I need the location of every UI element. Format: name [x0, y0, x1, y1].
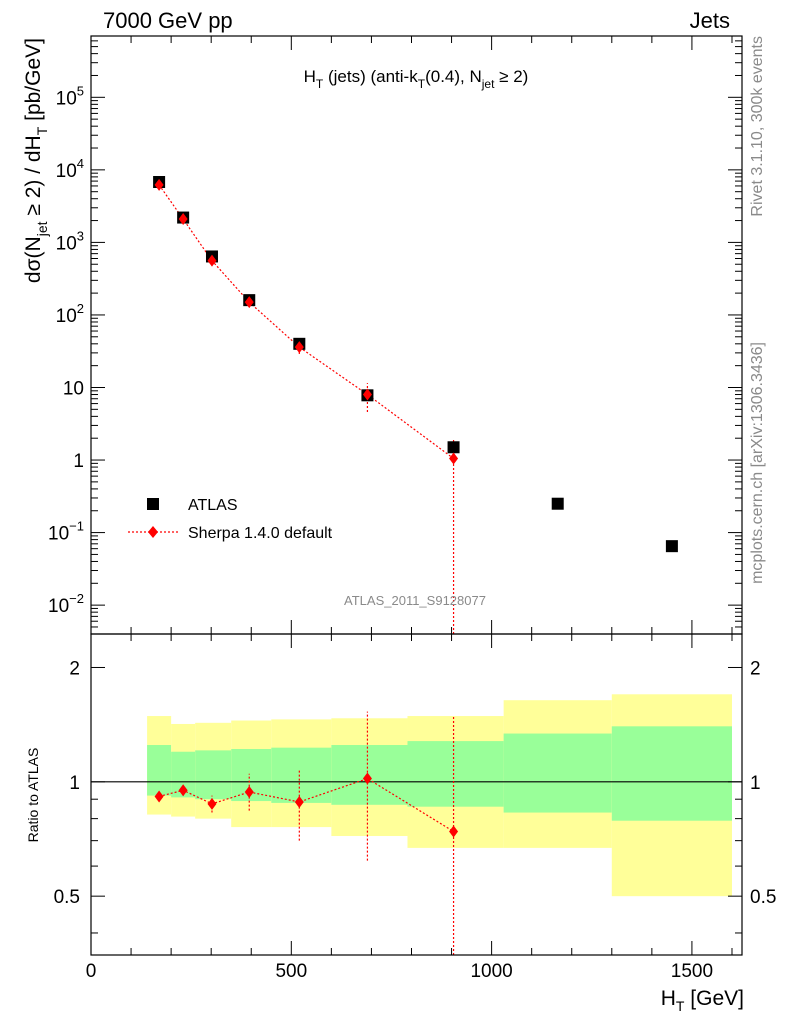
header-right: Jets	[690, 8, 730, 33]
ratio-sherpa-point	[362, 772, 372, 785]
ratio-sherpa-point	[207, 797, 217, 810]
ratio-ylabel: Ratio to ATLAS	[25, 748, 41, 843]
y-tick-label: 10−1	[48, 519, 84, 545]
x-tick-label: 0	[86, 961, 97, 982]
ratio-sherpa-point	[449, 825, 459, 838]
sherpa-point	[178, 213, 188, 226]
atlas-point	[551, 497, 564, 510]
ratio-inner-band	[195, 750, 232, 800]
x-tick-label: 500	[275, 961, 307, 982]
y-tick-label: 104	[56, 156, 84, 182]
atlas-point	[447, 441, 460, 454]
sherpa-point	[294, 341, 304, 354]
ratio-y-tick-label-right: 0.5	[750, 887, 776, 908]
ratio-panel: 0.5 0.5 1 1 2 2 0 500 1000 1500 Ratio to ATLAS H…	[25, 633, 776, 1014]
ratio-frame	[90, 633, 743, 956]
y-tick-label: 10−2	[48, 591, 84, 617]
sherpa-point	[244, 296, 254, 309]
sherpa-point	[449, 452, 459, 465]
y-tick-label: 1	[73, 451, 84, 472]
legend-sherpa-marker	[148, 526, 158, 538]
y-tick-label: 10	[63, 378, 84, 399]
sherpa-line	[158, 184, 454, 459]
side-rivet-label: Rivet 3.1.10, 300k events	[749, 36, 766, 217]
sherpa-point	[207, 254, 217, 267]
legend-atlas-label: ATLAS	[188, 497, 238, 514]
ratio-sherpa-point	[244, 786, 254, 799]
ratio-inner-band	[407, 741, 504, 807]
ratio-inner-band	[331, 745, 408, 805]
ratio-y-tick-label: 2	[69, 658, 80, 679]
plot-title: HT (jets) (anti-kT(0.4), Njet ≥ 2)	[304, 67, 529, 91]
x-tick-label: 1000	[470, 961, 512, 982]
ratio-inner-band	[147, 745, 172, 796]
y-tick-label: 102	[56, 301, 84, 327]
main-ylabel: dσ(Njet ≥ 2) / dHT [pb/GeV]	[22, 38, 50, 283]
ratio-y-tick-label: 1	[69, 773, 80, 794]
legend: ATLAS Sherpa 1.4.0 default	[128, 497, 333, 542]
legend-sherpa-label: Sherpa 1.4.0 default	[188, 525, 333, 542]
ratio-inner-band	[611, 726, 732, 821]
ratio-inner-band	[503, 733, 612, 813]
x-tick-label: 1500	[671, 961, 713, 982]
ratio-sherpa-point	[178, 784, 188, 797]
analysis-label: ATLAS_2011_S9128077	[344, 593, 486, 608]
ratio-inner-band	[271, 747, 332, 803]
ratio-sherpa-point	[154, 790, 164, 803]
ratio-sherpa-point	[294, 795, 304, 808]
xlabel: HT [GeV]	[661, 987, 744, 1014]
sherpa-point	[362, 388, 372, 401]
legend-atlas-marker	[147, 498, 159, 510]
header-left: 7000 GeV pp	[103, 8, 233, 33]
ratio-y-tick-label-right: 1	[750, 773, 761, 794]
ratio-y-tick-label: 0.5	[54, 887, 80, 908]
y-tick-label: 105	[56, 83, 84, 109]
side-mcplots-label: mcplots.cern.ch [arXiv:1306.3436]	[749, 342, 766, 584]
sherpa-point	[154, 178, 164, 191]
main-frame	[90, 35, 743, 635]
y-tick-label: 103	[56, 228, 84, 254]
atlas-point	[665, 540, 678, 553]
ratio-y-tick-label-right: 2	[750, 658, 761, 679]
